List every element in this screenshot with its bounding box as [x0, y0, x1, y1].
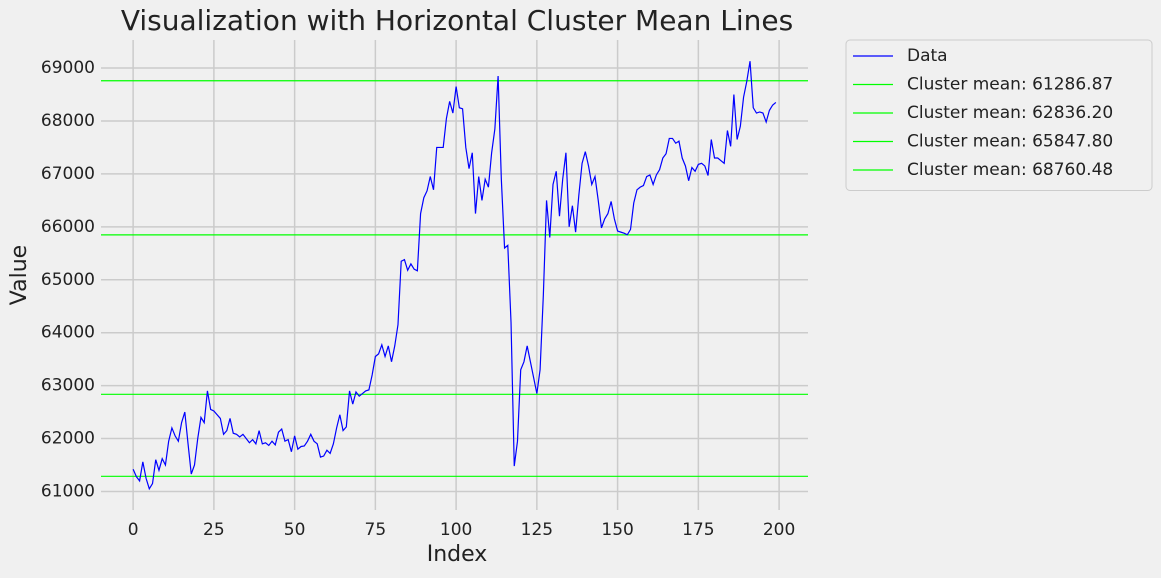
- legend-label: Cluster mean: 65847.80: [907, 132, 1113, 152]
- y-axis-label: Value: [7, 245, 32, 305]
- legend-label: Cluster mean: 68760.48: [907, 160, 1113, 180]
- x-tick-label: 150: [601, 520, 633, 540]
- chart-title: Visualization with Horizontal Cluster Me…: [121, 4, 793, 37]
- x-tick-label: 50: [284, 520, 306, 540]
- y-tick-label: 62000: [41, 429, 95, 449]
- y-tick-label: 61000: [41, 481, 95, 501]
- data-line: [132, 61, 777, 491]
- y-tick-label: 63000: [41, 376, 95, 396]
- x-tick-label: 200: [763, 520, 795, 540]
- legend-label: Cluster mean: 62836.20: [907, 103, 1113, 123]
- y-tick-label: 69000: [41, 58, 95, 78]
- x-axis-label: Index: [427, 542, 488, 567]
- legend-box: [845, 39, 1153, 191]
- y-tick-label: 64000: [41, 323, 95, 343]
- x-tick-label: 25: [203, 520, 225, 540]
- x-tick-label: 0: [128, 520, 139, 540]
- x-tick-label: 125: [521, 520, 553, 540]
- x-tick-label: 175: [682, 520, 714, 540]
- x-tick-label: 75: [365, 520, 387, 540]
- y-tick-label: 66000: [41, 217, 95, 237]
- legend-label: Data: [907, 46, 948, 66]
- y-tick-label: 68000: [41, 111, 95, 131]
- x-tick-label: 100: [440, 520, 472, 540]
- legend-label: Cluster mean: 61286.87: [907, 75, 1113, 95]
- y-tick-label: 65000: [41, 270, 95, 290]
- y-tick-label: 67000: [41, 164, 95, 184]
